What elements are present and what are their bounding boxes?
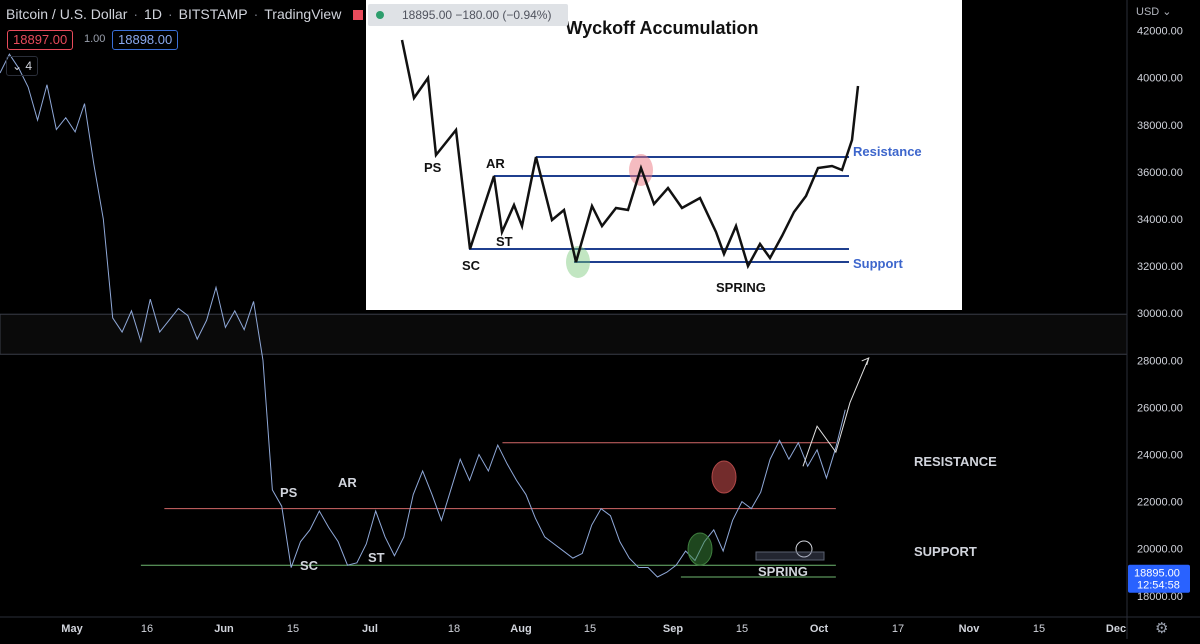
buy-button[interactable]: 18898.00	[112, 30, 179, 50]
price-tick-label: 18000.00	[1137, 591, 1183, 603]
price-tick-label: 36000.00	[1137, 167, 1183, 179]
time-tick-label: 18	[448, 623, 460, 635]
exchange: BITSTAMP	[178, 6, 248, 22]
annotation-sc: SC	[300, 558, 319, 573]
sell-button[interactable]: 18897.00	[7, 30, 74, 50]
price-tick-label: 22000.00	[1137, 497, 1183, 509]
price-tick-label: 20000.00	[1137, 544, 1183, 556]
status-dot-icon	[376, 11, 384, 19]
header-separator: ·	[133, 6, 139, 22]
inset-label-spring: SPRING	[716, 280, 766, 295]
price-tick-label: 34000.00	[1137, 214, 1183, 226]
annotation-spring: SPRING	[758, 564, 808, 579]
price-tick-label: 30000.00	[1137, 308, 1183, 320]
current-price-badge	[1128, 564, 1190, 593]
highlight-circle-green	[687, 532, 713, 566]
time-tick-label: May	[61, 623, 83, 635]
countdown-label: 12:54:58	[1137, 580, 1180, 592]
inset-label-support: Support	[853, 256, 903, 271]
time-tick-label: 15	[1033, 623, 1045, 635]
time-tick-label: Dec	[1106, 623, 1126, 635]
currency-selector[interactable]: USD ⌄	[1136, 5, 1172, 18]
time-tick-label: 15	[584, 623, 596, 635]
time-tick-label: Jun	[214, 623, 234, 635]
currency-label: USD	[1136, 6, 1160, 18]
spring-box	[755, 551, 825, 561]
price-tick-label: 24000.00	[1137, 450, 1183, 462]
time-tick-label: 17	[892, 623, 904, 635]
inset-circle-green	[566, 246, 590, 278]
inset-background	[366, 0, 962, 310]
price-tick-label: 32000.00	[1137, 261, 1183, 273]
annotation-ps: PS	[280, 485, 298, 500]
tooltip-text: 18895.00 −180.00 (−0.94%)	[402, 8, 552, 22]
time-tick-label: 15	[287, 623, 299, 635]
projection-line	[802, 357, 870, 467]
provider: TradingView	[264, 6, 342, 22]
legend-toggle-button[interactable]: ⌄ 4	[6, 56, 38, 76]
annotation-resistance: RESISTANCE	[914, 454, 997, 469]
time-tick-label: Oct	[810, 623, 829, 635]
price-tick-label: 42000.00	[1137, 26, 1183, 38]
flag-icon[interactable]	[353, 10, 364, 20]
price-tick-label: 26000.00	[1137, 402, 1183, 414]
price-tick-label: 38000.00	[1137, 120, 1183, 132]
annotation-ar: AR	[338, 475, 357, 490]
interval[interactable]: 1D	[144, 6, 162, 22]
price-range-box	[0, 313, 1128, 355]
time-tick-label: Jul	[362, 623, 378, 635]
price-tick-label: 40000.00	[1137, 73, 1183, 85]
chevron-down-icon: ⌄	[1162, 6, 1172, 18]
header-separator: ·	[167, 6, 173, 22]
time-tick-label: 16	[141, 623, 153, 635]
current-price-label: 18895.00	[1134, 568, 1180, 580]
inset-label-ar: AR	[486, 156, 505, 171]
highlight-circle-red	[711, 460, 737, 494]
annotation-st: ST	[368, 550, 385, 565]
price-tooltip: 18895.00 −180.00 (−0.94%)	[368, 4, 568, 26]
annotation-support: SUPPORT	[914, 544, 977, 559]
quantity-label: 1.00	[84, 33, 106, 45]
time-tick-label: Nov	[959, 623, 981, 635]
chevron-down-icon: ⌄	[11, 59, 23, 73]
indicator-count: 4	[25, 59, 33, 73]
symbol-name[interactable]: Bitcoin / U.S. Dollar	[6, 6, 128, 22]
time-tick-label: Aug	[510, 623, 531, 635]
price-tick-label: 28000.00	[1137, 355, 1183, 367]
inset-label-ps: PS	[424, 160, 442, 175]
header-separator: ·	[253, 6, 259, 22]
inset-label-sc: SC	[462, 258, 481, 273]
time-tick-label: Sep	[663, 623, 683, 635]
projection-arrow-icon	[861, 357, 870, 366]
inset-label-resistance: Resistance	[853, 144, 922, 159]
spring-circle	[795, 540, 813, 558]
gear-icon[interactable]: ⚙	[1155, 620, 1169, 637]
wyckoff-inset-image: Wyckoff Accumulation PS AR ST SC SPRING Resist…	[366, 0, 962, 310]
time-tick-label: 15	[736, 623, 748, 635]
inset-title: Wyckoff Accumulation	[565, 18, 758, 38]
symbol-header: Bitcoin / U.S. Dollar · 1D · BITSTAMP · …	[6, 6, 364, 22]
inset-schematic-line	[400, 39, 860, 270]
inset-label-st: ST	[496, 234, 513, 249]
